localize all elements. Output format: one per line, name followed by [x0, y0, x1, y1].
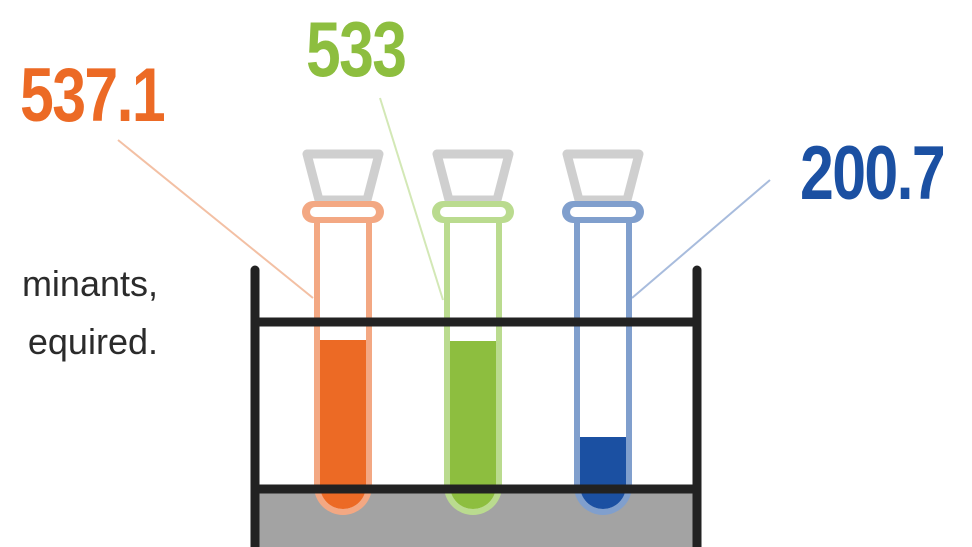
liquid-bar-2 [450, 341, 496, 509]
value-label-tube-1: 537.1 [20, 53, 166, 138]
liquid-bar-1 [320, 340, 366, 509]
value-label-tube-2: 533 [306, 5, 407, 93]
leader-line-1 [117, 139, 314, 299]
tube-stopper-1 [302, 149, 384, 205]
tube-stopper-3 [562, 149, 644, 205]
tube-inner-3 [580, 220, 626, 509]
tube-rim-inner-2 [440, 207, 506, 217]
liquid-bar-3 [580, 437, 626, 509]
value-label-tube-3: 200.7 [800, 131, 946, 216]
body-text-line: equired. [27, 321, 158, 362]
body-text-line: minants, [21, 263, 158, 304]
leader-line-2 [379, 97, 444, 301]
tube-rim-inner-1 [310, 207, 376, 217]
tube-stopper-2 [432, 149, 514, 205]
tube-rim-inner-3 [570, 207, 636, 217]
leader-line-3 [631, 179, 771, 299]
body-text: minants, equired. [0, 260, 170, 390]
